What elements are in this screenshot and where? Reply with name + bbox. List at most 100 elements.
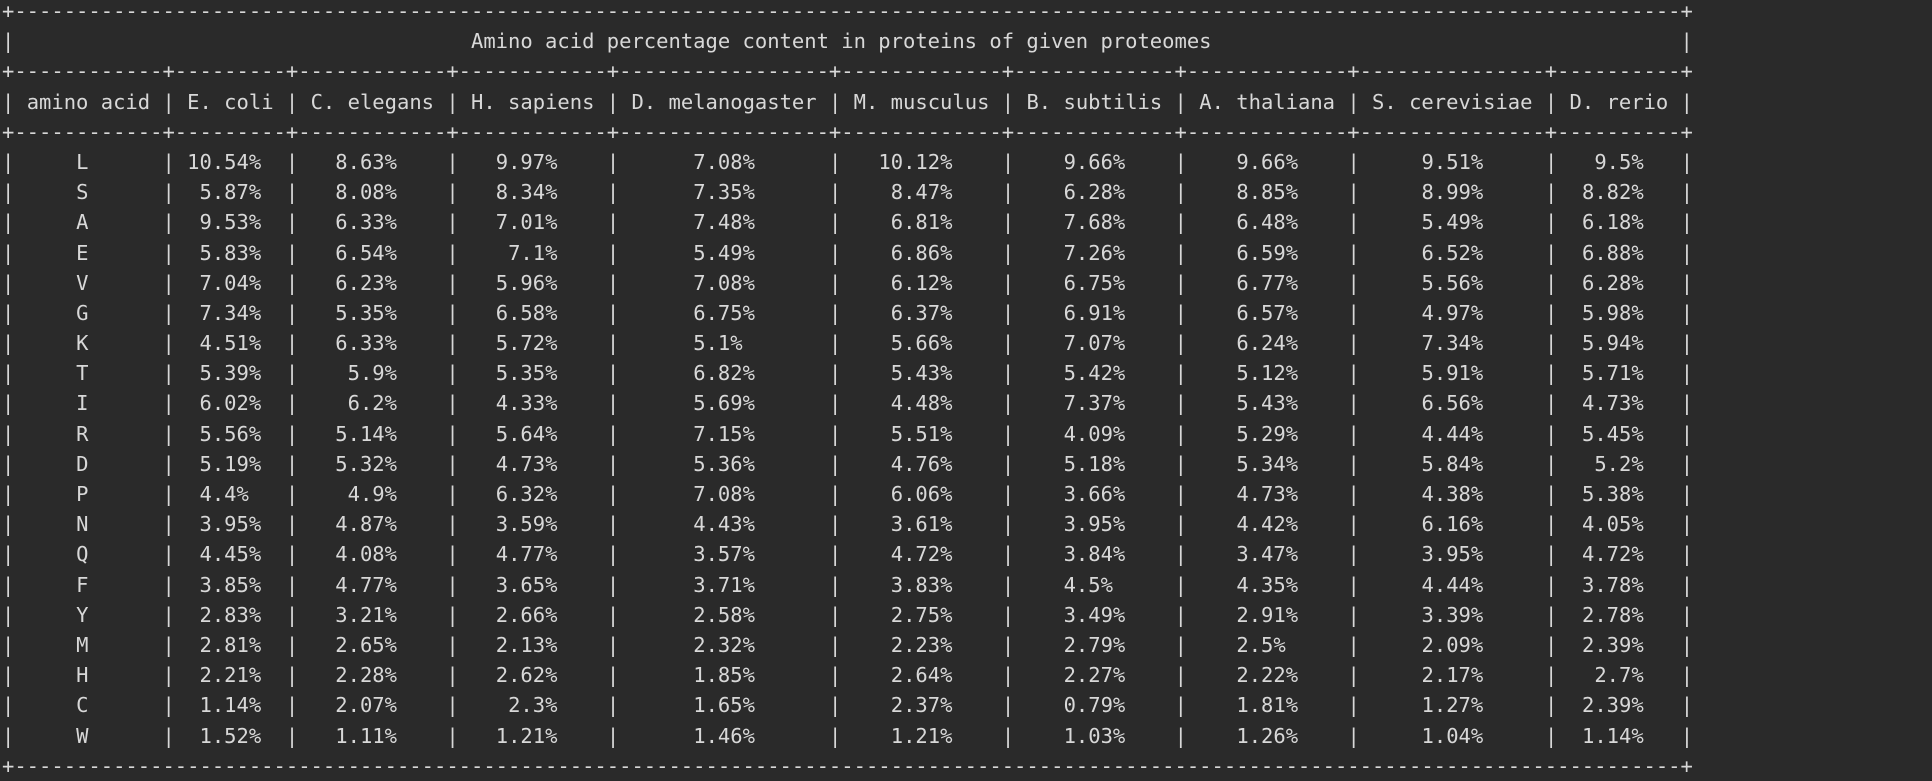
amino-acid-cell: T	[76, 361, 89, 386]
percentage-cell: 4.72%	[890, 542, 953, 567]
amino-acid-cell: R	[76, 421, 89, 446]
percentage-cell: 4.09%	[1063, 421, 1126, 446]
percentage-cell: 1.11%	[335, 723, 397, 748]
percentage-cell: 4.73%	[1236, 482, 1299, 506]
percentage-cell: 1.46%	[693, 723, 755, 748]
percentage-cell: 7.35%	[693, 180, 755, 205]
percentage-cell: 6.37%	[890, 300, 953, 325]
column-header: A. thaliana	[1199, 89, 1336, 114]
percentage-cell: 4.97%	[1421, 300, 1484, 325]
percentage-cell: 2.79%	[1063, 632, 1126, 657]
percentage-cell: 5.18%	[1063, 451, 1126, 476]
table-row: | V | 7.04% | 6.23% | 5.96% | 7.08% | 6.…	[2, 270, 1694, 295]
percentage-cell: 6.06%	[890, 482, 953, 506]
percentage-cell: 7.08%	[693, 482, 755, 506]
percentage-cell: 4.05%	[1582, 512, 1644, 537]
percentage-cell: 5.49%	[1421, 210, 1484, 235]
table-border-title: +------------+---------+------------+---…	[2, 56, 1693, 86]
amino-acid-cell: K	[76, 331, 89, 356]
amino-acid-cell: A	[76, 210, 89, 235]
column-header: H. sapiens	[471, 89, 595, 114]
percentage-cell: 2.64%	[890, 663, 953, 688]
percentage-cell: 2.22%	[1236, 663, 1299, 688]
table-row: | A | 9.53% | 6.33% | 7.01% | 7.48% | 6.…	[2, 210, 1694, 235]
ascii-table-output: +---------------------------------------…	[2, 0, 1693, 781]
percentage-cell: 3.95%	[199, 512, 262, 537]
amino-acid-cell: S	[76, 180, 89, 205]
amino-acid-cell: Q	[76, 542, 89, 567]
percentage-cell: 2.39%	[1582, 693, 1644, 718]
percentage-cell: 4.42%	[1236, 512, 1299, 537]
percentage-cell: 5.49%	[693, 240, 755, 265]
percentage-cell: 7.15%	[693, 421, 755, 446]
table-row: | T | 5.39% | 5.9% | 5.35% | 6.82% | 5.4…	[2, 361, 1694, 386]
percentage-cell: 9.66%	[1236, 149, 1299, 174]
percentage-cell: 4.08%	[335, 542, 397, 567]
amino-acid-cell: V	[76, 270, 89, 295]
percentage-cell: 4.77%	[335, 572, 397, 597]
percentage-cell: 7.34%	[199, 300, 262, 325]
amino-acid-cell: D	[76, 451, 89, 476]
border-line: +------------+---------+------------+---…	[2, 119, 1693, 144]
percentage-cell: 2.07%	[335, 693, 397, 718]
percentage-cell: 2.23%	[890, 632, 953, 657]
percentage-cell: 4.43%	[693, 512, 755, 537]
percentage-cell: 4.48%	[890, 391, 953, 416]
amino-acid-cell: Y	[76, 602, 89, 627]
percentage-cell: 4.73%	[1582, 391, 1644, 416]
percentage-cell: 10.54%	[187, 149, 262, 174]
percentage-cell: 4.33%	[495, 391, 558, 416]
percentage-cell: 6.56%	[1421, 391, 1484, 416]
table-row: | E | 5.83% | 6.54% | 7.1% | 5.49% | 6.8…	[2, 240, 1694, 265]
amino-acid-cell: L	[76, 149, 89, 174]
percentage-cell: 3.83%	[890, 572, 953, 597]
percentage-cell: 5.19%	[199, 451, 262, 476]
percentage-cell: 5.29%	[1236, 421, 1299, 446]
percentage-cell: 8.08%	[335, 180, 397, 205]
percentage-cell: 0.79%	[1063, 693, 1126, 718]
percentage-cell: 1.52%	[199, 723, 262, 748]
table-row: | Q | 4.45% | 4.08% | 4.77% | 3.57% | 4.…	[2, 542, 1694, 567]
percentage-cell: 7.04%	[199, 270, 262, 295]
table-row: | N | 3.95% | 4.87% | 3.59% | 4.43% | 3.…	[2, 512, 1694, 537]
percentage-cell: 3.59%	[495, 512, 558, 537]
percentage-cell: 3.49%	[1063, 602, 1126, 627]
amino-acid-cell: H	[76, 663, 89, 688]
percentage-cell: 6.88%	[1582, 240, 1644, 265]
percentage-cell: 8.99%	[1421, 180, 1484, 205]
percentage-cell: 6.32%	[495, 482, 558, 506]
amino-acid-cell: N	[76, 512, 89, 537]
percentage-cell: 5.64%	[495, 421, 558, 446]
percentage-cell: 2.3%	[508, 693, 558, 718]
percentage-cell: 1.27%	[1421, 693, 1484, 718]
table-row: | I | 6.02% | 6.2% | 4.33% | 5.69% | 4.4…	[2, 391, 1694, 416]
percentage-cell: 2.13%	[495, 632, 558, 657]
percentage-cell: 5.42%	[1063, 361, 1126, 386]
percentage-cell: 6.28%	[1063, 180, 1126, 205]
table-row: | W | 1.52% | 1.11% | 1.21% | 1.46% | 1.…	[2, 723, 1694, 748]
percentage-cell: 4.73%	[495, 451, 558, 476]
percentage-cell: 4.9%	[347, 482, 397, 506]
percentage-cell: 5.45%	[1582, 421, 1644, 446]
percentage-cell: 1.21%	[890, 723, 953, 748]
column-header: C. elegans	[310, 89, 434, 114]
amino-acid-cell: I	[76, 391, 89, 416]
percentage-cell: 5.94%	[1582, 331, 1644, 356]
column-header: S. cerevisiae	[1372, 89, 1533, 114]
percentage-cell: 5.51%	[890, 421, 953, 446]
percentage-cell: 7.48%	[693, 210, 755, 235]
percentage-cell: 3.65%	[495, 572, 558, 597]
percentage-cell: 3.95%	[1421, 542, 1484, 567]
percentage-cell: 5.43%	[890, 361, 953, 386]
percentage-cell: 6.59%	[1236, 240, 1299, 265]
percentage-cell: 2.81%	[199, 632, 262, 657]
table-row: | G | 7.34% | 5.35% | 6.58% | 6.75% | 6.…	[2, 300, 1694, 325]
amino-acid-cell: C	[76, 693, 89, 718]
table-row: | D | 5.19% | 5.32% | 4.73% | 5.36% | 4.…	[2, 451, 1694, 476]
table-row: | P | 4.4% | 4.9% | 6.32% | 7.08% | 6.06…	[2, 482, 1694, 506]
table-row: | M | 2.81% | 2.65% | 2.13% | 2.32% | 2.…	[2, 632, 1694, 657]
percentage-cell: 5.36%	[693, 451, 755, 476]
percentage-cell: 2.32%	[693, 632, 755, 657]
percentage-cell: 4.38%	[1421, 482, 1484, 506]
percentage-cell: 7.08%	[693, 149, 755, 174]
